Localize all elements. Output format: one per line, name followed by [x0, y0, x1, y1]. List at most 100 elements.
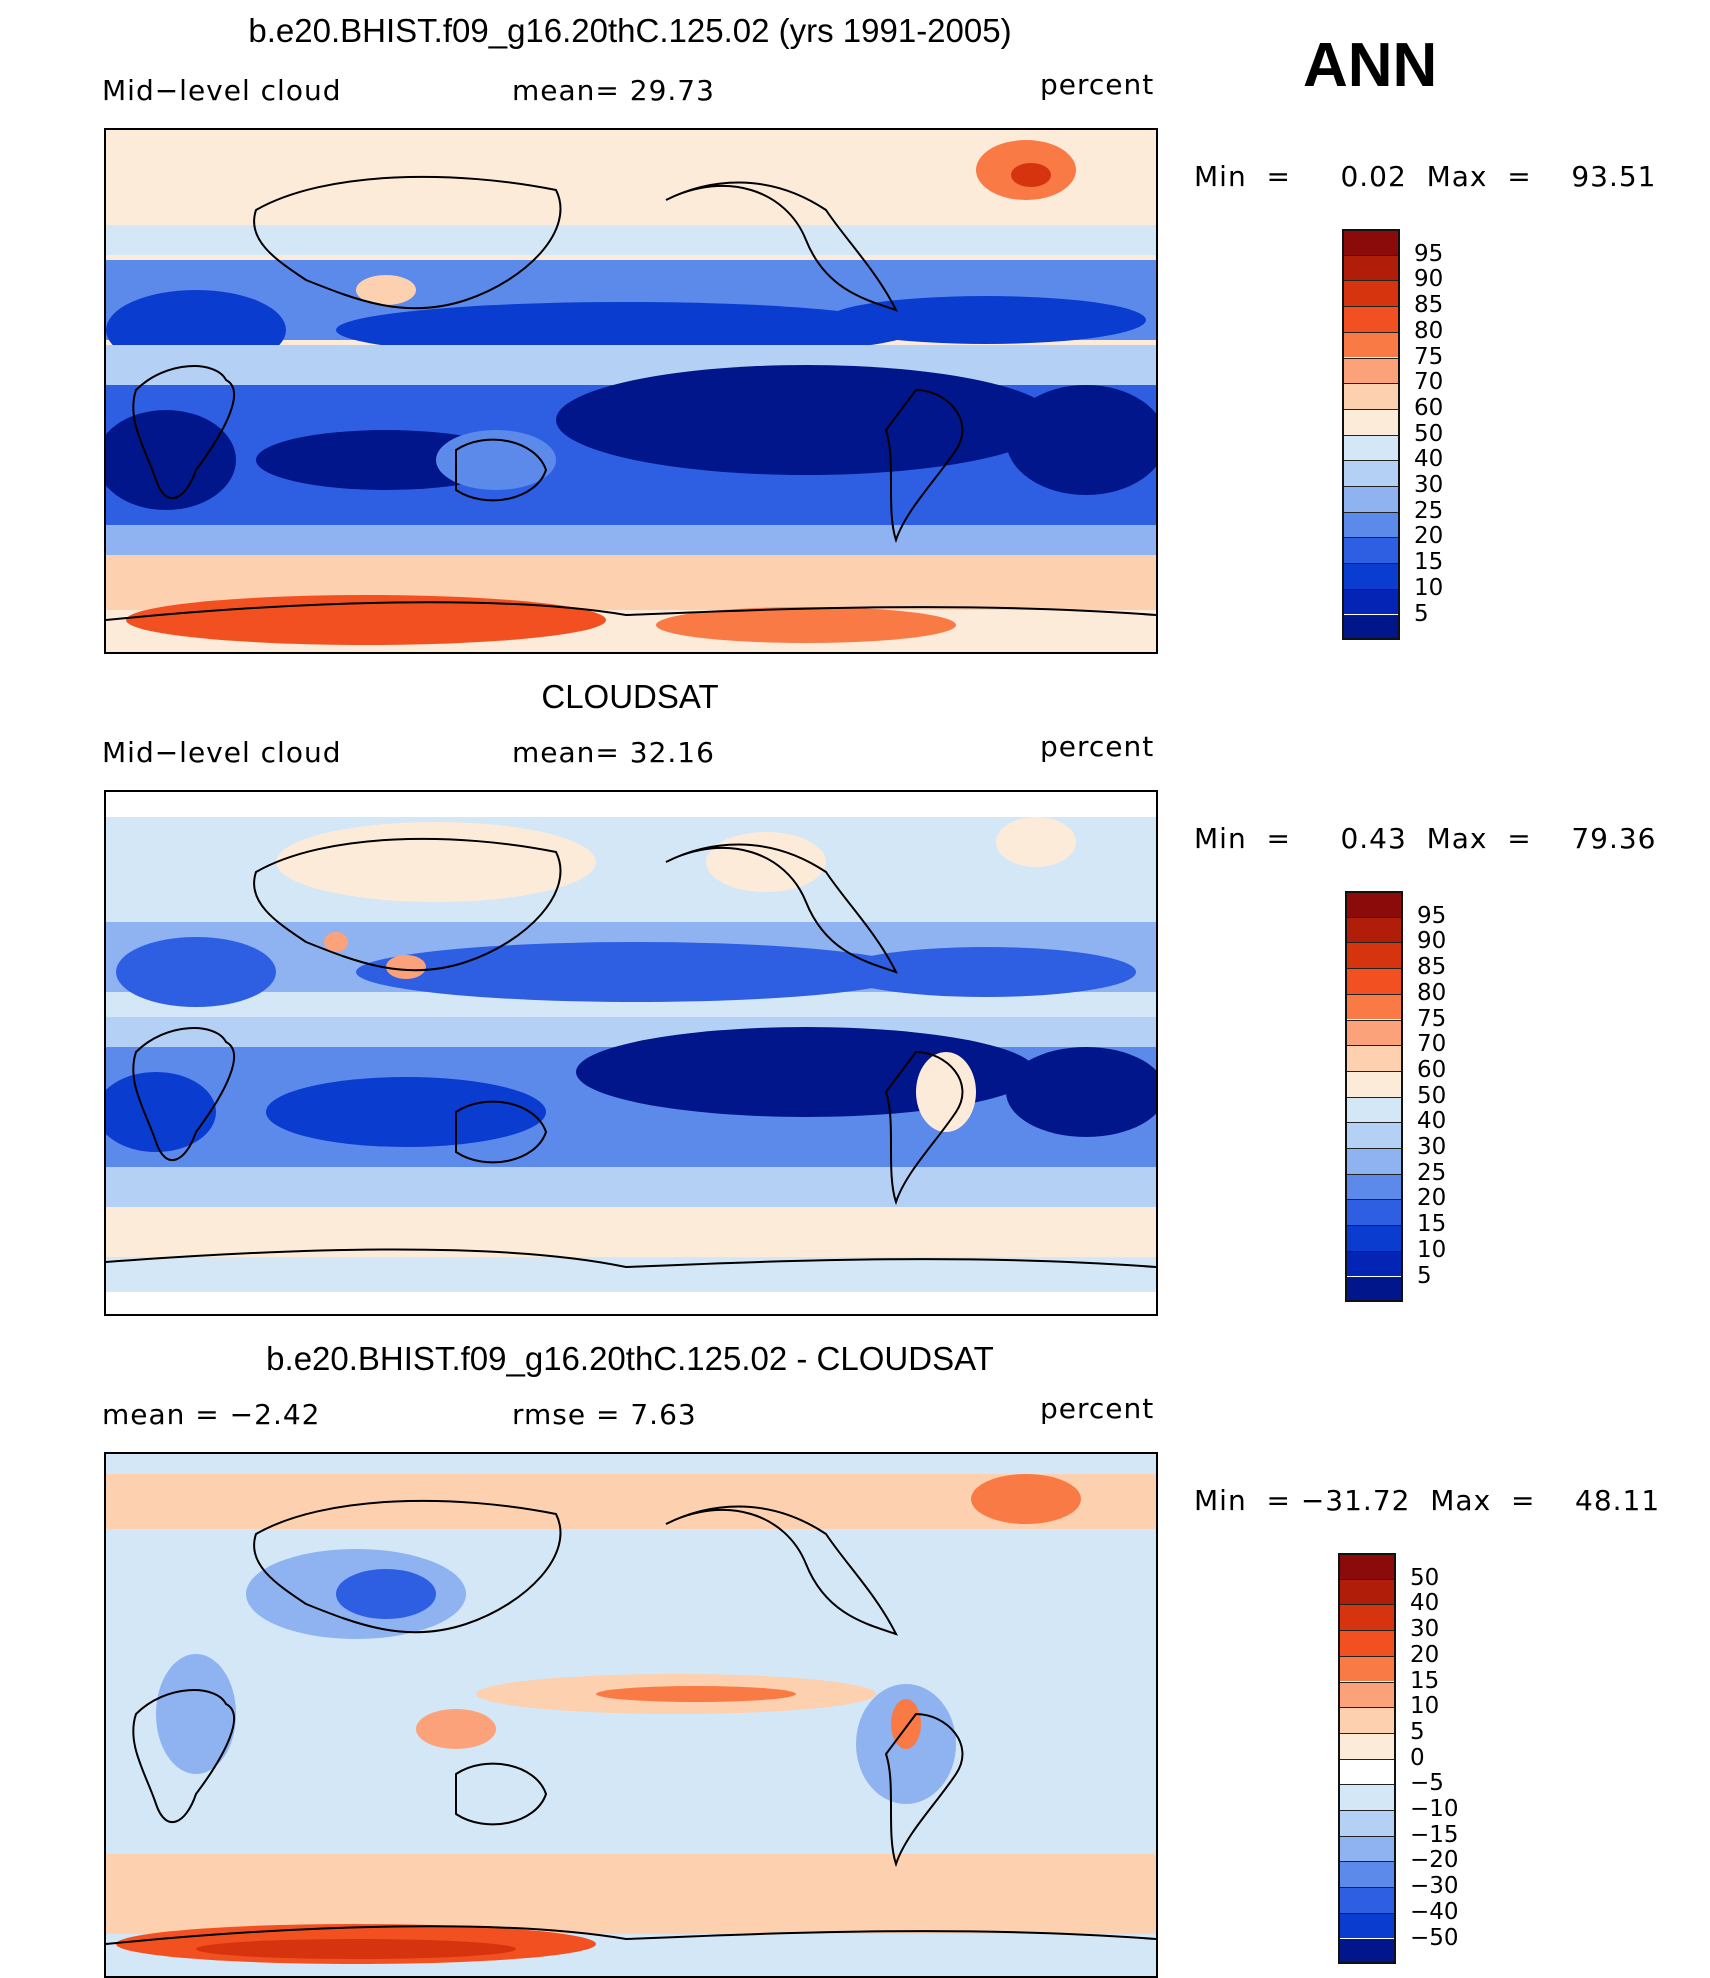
colorbar-label: −20 [1410, 1847, 1459, 1874]
panel3-map [104, 1452, 1158, 1978]
colorbar-label: 30 [1410, 1616, 1440, 1643]
colorbar-label: −50 [1410, 1924, 1459, 1951]
colorbar-label: 90 [1417, 928, 1447, 955]
colorbar-box [1342, 331, 1400, 358]
colorbar-label: 20 [1410, 1641, 1440, 1668]
colorbar-label: −10 [1410, 1796, 1459, 1822]
colorbar-box [1345, 1045, 1403, 1071]
colorbar-box [1338, 1604, 1396, 1631]
colorbar-box [1345, 1122, 1403, 1148]
colorbar-label: −15 [1410, 1821, 1459, 1848]
panel2-minmax: Min = 0.43 Max = 79.36 [1194, 822, 1657, 855]
colorbar-label: 25 [1414, 497, 1444, 524]
colorbar-frame [1338, 1553, 1396, 1965]
colorbar-label: 70 [1417, 1031, 1447, 1058]
colorbar-label: 5 [1417, 1262, 1432, 1289]
colorbar-label: 15 [1414, 549, 1444, 576]
colorbar-label: 70 [1414, 369, 1444, 396]
colorbar-box [1338, 1810, 1396, 1836]
colorbar-box [1342, 306, 1400, 332]
panel1-map-svg [106, 130, 1156, 652]
colorbar-label: 40 [1410, 1590, 1440, 1617]
panel3-center-label: rmse = 7.63 [512, 1398, 697, 1431]
panel2-map [104, 790, 1158, 1316]
colorbar-box [1338, 1758, 1396, 1785]
colorbar-box [1345, 1070, 1403, 1097]
colorbar-box [1342, 254, 1400, 281]
panel1-title: b.e20.BHIST.f09_g16.20thC.125.02 (yrs 19… [248, 12, 1012, 49]
panel2-map-svg [106, 792, 1156, 1314]
colorbar-label: 10 [1410, 1693, 1440, 1720]
colorbar-label: 25 [1417, 1159, 1447, 1186]
colorbar-box [1345, 1276, 1403, 1303]
colorbar-box [1342, 434, 1400, 461]
colorbar-box [1345, 916, 1403, 943]
colorbar-label: 80 [1414, 317, 1444, 344]
colorbar-label: 75 [1414, 343, 1444, 370]
colorbar-label: 80 [1417, 979, 1447, 1006]
colorbar-box [1338, 1861, 1396, 1888]
panel2-title: CLOUDSAT [541, 678, 719, 715]
colorbar-label: 5 [1414, 600, 1429, 627]
colorbar-label: 20 [1417, 1185, 1447, 1212]
panel2-center-label: mean= 32.16 [512, 736, 715, 769]
colorbar-box [1342, 460, 1400, 486]
panel1-center-label: mean= 29.73 [512, 74, 715, 107]
colorbar-box [1345, 1199, 1403, 1226]
panel1-map [104, 128, 1158, 654]
colorbar-box [1342, 486, 1400, 512]
colorbar-box [1342, 537, 1400, 564]
colorbar-label: 50 [1417, 1082, 1447, 1109]
colorbar-box [1338, 1630, 1396, 1656]
colorbar-label: 85 [1414, 292, 1444, 319]
colorbar-label: 30 [1417, 1134, 1447, 1160]
panel3-minmax: Min = −31.72 Max = 48.11 [1194, 1484, 1661, 1517]
colorbar-box [1338, 1707, 1396, 1733]
colorbar-label: 10 [1417, 1236, 1447, 1263]
colorbar-label: 0 [1410, 1744, 1425, 1771]
colorbar-box [1345, 968, 1403, 994]
colorbar-label: −30 [1410, 1873, 1459, 1900]
panel1-left-label: Mid−level cloud [102, 74, 342, 107]
colorbar-box [1345, 1173, 1403, 1200]
colorbar-box [1342, 588, 1400, 615]
colorbar-box [1345, 942, 1403, 969]
colorbar-label: 5 [1410, 1718, 1425, 1745]
panel3-title: b.e20.BHIST.f09_g16.20thC.125.02 - CLOUD… [266, 1340, 994, 1377]
panel1-minmax: Min = 0.02 Max = 93.51 [1194, 160, 1657, 193]
colorbar-label: 15 [1417, 1211, 1447, 1238]
colorbar-label: 20 [1414, 523, 1444, 550]
colorbar-label: 95 [1417, 902, 1447, 929]
colorbar-box [1342, 614, 1400, 641]
colorbar-label: 10 [1414, 574, 1444, 601]
colorbar-label: −5 [1410, 1770, 1444, 1797]
colorbar-box [1338, 1553, 1396, 1579]
colorbar-frame [1345, 891, 1403, 1303]
colorbar-box [1345, 1019, 1403, 1046]
colorbar-box [1338, 1784, 1396, 1810]
panel2-left-label: Mid−level cloud [102, 736, 342, 769]
colorbar-box [1338, 1578, 1396, 1605]
colorbar-label: 95 [1414, 240, 1444, 267]
colorbar-box [1342, 511, 1400, 538]
colorbar-box [1342, 408, 1400, 435]
colorbar-label: 75 [1417, 1005, 1447, 1032]
colorbar-box [1342, 357, 1400, 384]
colorbar-box [1338, 1732, 1396, 1759]
colorbar-label: 85 [1417, 954, 1447, 981]
colorbar-box [1345, 1148, 1403, 1174]
panel1-right-label: percent [1040, 68, 1155, 101]
colorbar-box [1338, 1835, 1396, 1862]
panel3-right-label: percent [1040, 1392, 1155, 1425]
colorbar-box [1338, 1681, 1396, 1708]
colorbar-box [1345, 1250, 1403, 1277]
colorbar-box [1338, 1655, 1396, 1682]
colorbar-box [1338, 1887, 1396, 1913]
colorbar-box [1338, 1912, 1396, 1939]
colorbar-box [1342, 383, 1400, 409]
colorbar-box [1338, 1938, 1396, 1965]
colorbar-box [1342, 563, 1400, 589]
panel3-left-label: mean = −2.42 [102, 1398, 321, 1431]
season-label: ANN [1303, 31, 1438, 100]
colorbar-label: 15 [1410, 1667, 1440, 1694]
